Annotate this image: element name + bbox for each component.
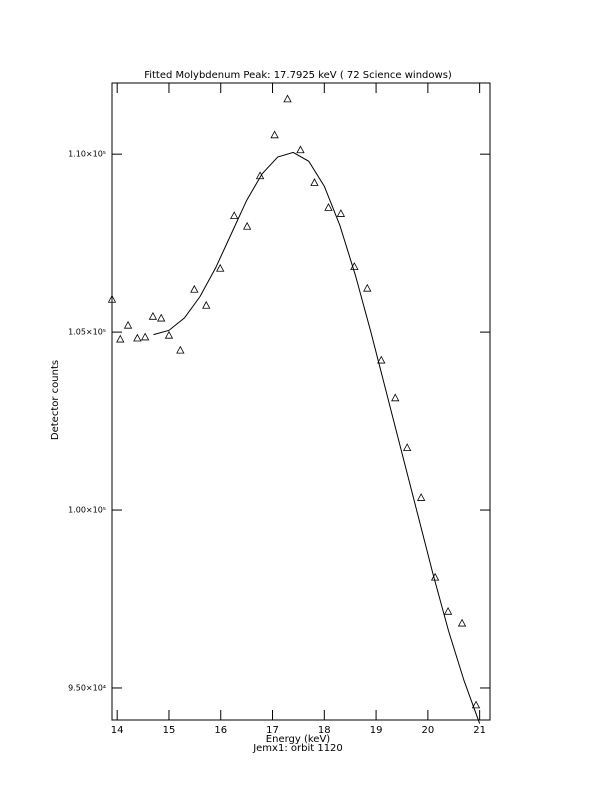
y-tick-label: 9.50×10⁴ bbox=[68, 683, 106, 692]
x-tick-label: 14 bbox=[111, 725, 124, 736]
data-point bbox=[190, 284, 199, 293]
fit-curve bbox=[153, 151, 481, 724]
data-point bbox=[176, 345, 185, 354]
x-tick-label: 21 bbox=[473, 725, 486, 736]
data-point bbox=[270, 130, 279, 139]
y-tick-label: 1.10×10⁵ bbox=[68, 150, 106, 159]
data-point bbox=[310, 178, 319, 186]
data-point bbox=[324, 203, 333, 211]
data-point bbox=[242, 221, 252, 230]
data-point bbox=[443, 606, 453, 615]
data-point bbox=[123, 320, 133, 329]
data-point bbox=[283, 94, 292, 103]
data-point bbox=[402, 443, 412, 452]
data-point bbox=[430, 572, 440, 581]
x-tick-label: 20 bbox=[421, 725, 434, 736]
y-tick-label: 1.05×10⁵ bbox=[68, 328, 106, 337]
data-point bbox=[416, 493, 426, 501]
x-tick-label: 15 bbox=[163, 725, 176, 736]
plot-frame bbox=[111, 82, 491, 721]
data-point bbox=[107, 294, 117, 303]
data-point bbox=[377, 355, 386, 364]
data-point bbox=[336, 209, 346, 217]
data-point bbox=[471, 700, 481, 709]
subtitle: Jemx1: orbit 1120 bbox=[252, 743, 343, 754]
x-tick-label: 16 bbox=[214, 725, 227, 736]
data-point bbox=[116, 334, 125, 343]
data-point bbox=[202, 300, 211, 309]
x-tick-label: 19 bbox=[370, 725, 383, 736]
data-point bbox=[216, 263, 225, 272]
x-axis-label: Energy (keV) bbox=[266, 734, 331, 745]
data-point bbox=[391, 393, 400, 402]
y-axis-label: Detector counts bbox=[50, 360, 61, 440]
y-tick-label: 1.00×10⁵ bbox=[68, 506, 106, 515]
data-point bbox=[255, 171, 265, 180]
data-point bbox=[140, 332, 150, 341]
data-point bbox=[363, 283, 372, 292]
data-point bbox=[457, 618, 467, 627]
x-tick-label: 18 bbox=[318, 725, 331, 736]
data-point bbox=[230, 211, 239, 219]
data-point bbox=[296, 145, 305, 154]
x-tick-label: 17 bbox=[266, 725, 279, 736]
data-point bbox=[133, 333, 142, 342]
data-point bbox=[157, 313, 166, 322]
data-point bbox=[164, 330, 174, 339]
chart-title: Fitted Molybdenum Peak: 17.7925 keV ( 72… bbox=[144, 70, 452, 81]
data-point bbox=[350, 262, 359, 270]
data-point bbox=[148, 311, 158, 320]
